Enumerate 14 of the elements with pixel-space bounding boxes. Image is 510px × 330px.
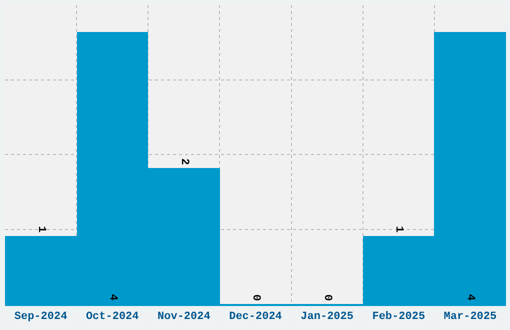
- data-label: 1: [392, 226, 404, 233]
- data-label: 1: [35, 226, 47, 233]
- data-label: 0: [250, 294, 262, 301]
- data-label: 4: [106, 294, 118, 301]
- x-tick-label: Oct-2024: [86, 311, 140, 324]
- x-tick-label: Feb-2025: [372, 311, 426, 324]
- data-label: 4: [464, 294, 476, 301]
- x-tick-label: Sep-2024: [14, 311, 68, 324]
- x-tick-label: Jan-2025: [300, 311, 354, 324]
- data-label: 2: [178, 158, 190, 165]
- x-tick-label: Nov-2024: [158, 311, 211, 324]
- x-tick-label: Dec-2024: [229, 311, 282, 324]
- x-tick-label: Mar-2025: [444, 311, 498, 324]
- data-label: 0: [321, 294, 333, 301]
